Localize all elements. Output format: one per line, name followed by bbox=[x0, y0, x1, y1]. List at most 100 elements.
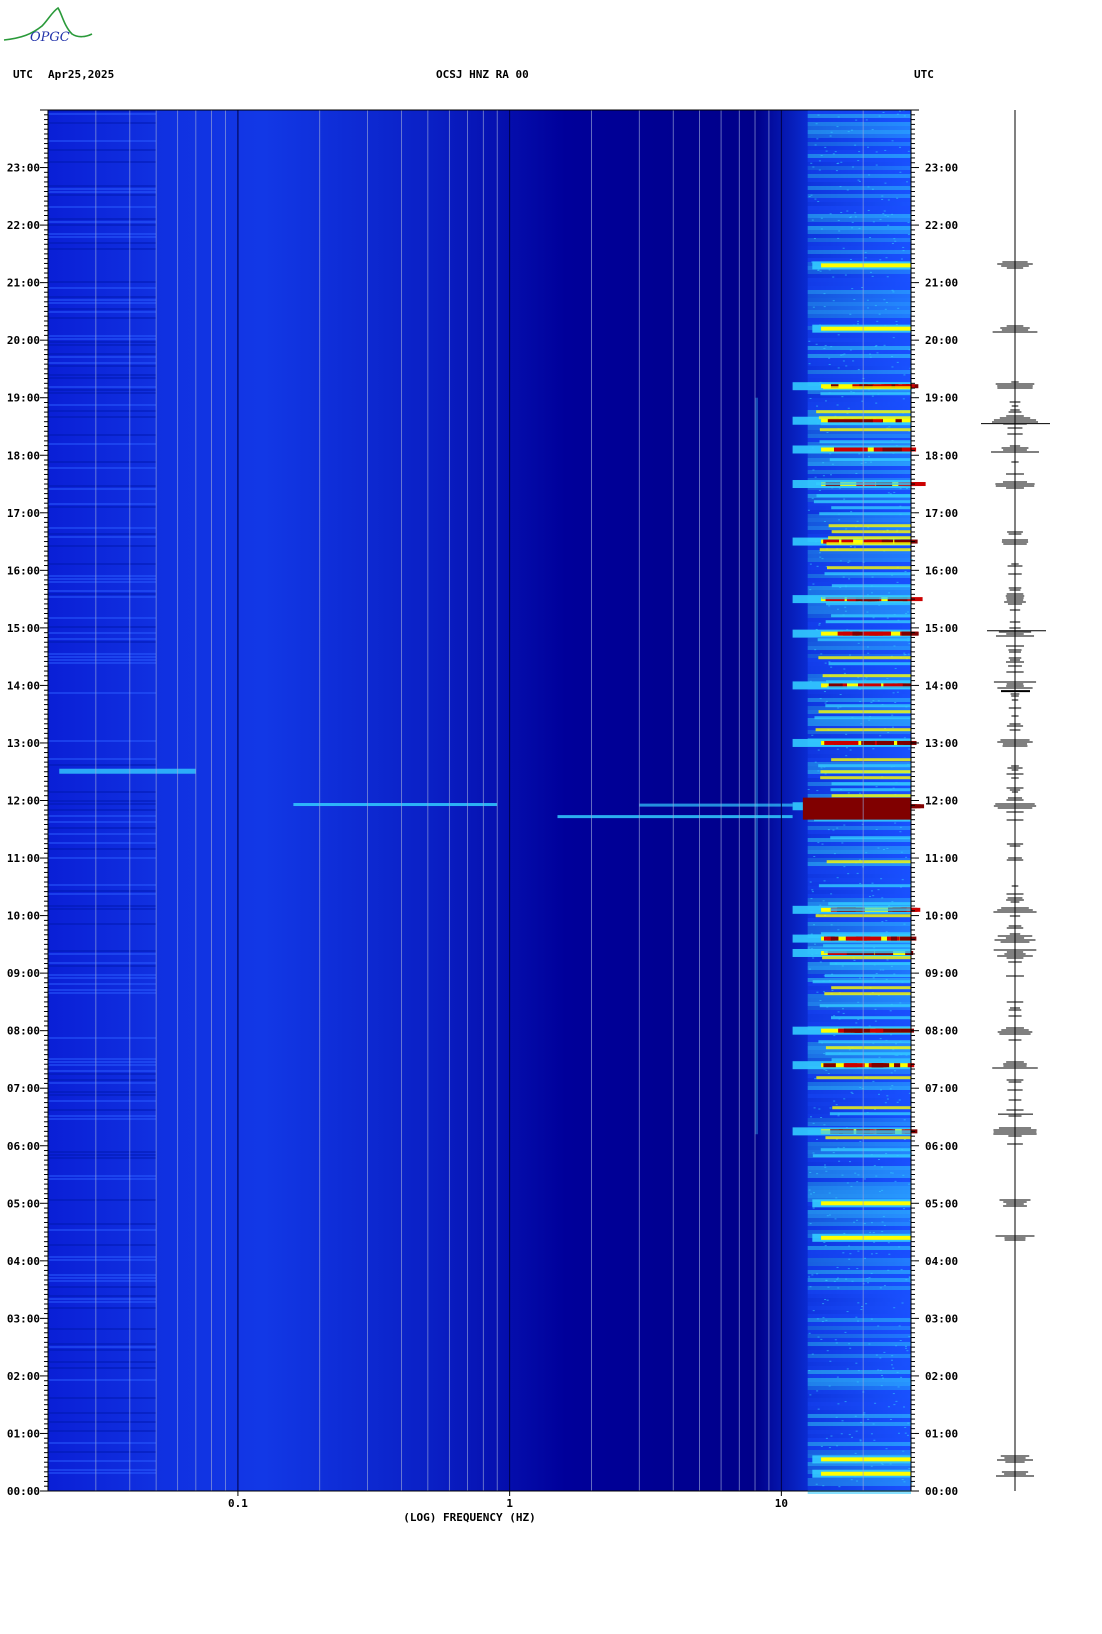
spectrogram-hf-speckle bbox=[896, 691, 899, 693]
spectrogram-texture-row bbox=[48, 1379, 157, 1381]
event-band-peak bbox=[828, 683, 843, 688]
spectrogram-hf-speckle bbox=[826, 1215, 829, 1217]
spectrogram-texture-row bbox=[48, 1328, 157, 1330]
spectrogram-hf-speckle bbox=[823, 347, 826, 349]
spectrogram-hf-row bbox=[807, 110, 911, 114]
event-band-peak bbox=[845, 936, 858, 941]
spectrogram-hf-speckle bbox=[894, 1180, 897, 1182]
spectrogram-texture-row bbox=[48, 842, 157, 844]
spectrogram-hf-speckle bbox=[867, 210, 870, 212]
spectrogram-hf-speckle bbox=[872, 1423, 875, 1425]
spectrogram-hf-row bbox=[807, 886, 911, 890]
spectrogram-hf-speckle bbox=[819, 556, 822, 558]
spectrogram-texture-row bbox=[48, 1298, 157, 1300]
spectrogram-texture-row bbox=[48, 1442, 157, 1444]
spectrogram-texture-row bbox=[48, 1346, 157, 1348]
spectrogram-hf-speckle bbox=[829, 453, 832, 455]
spectrogram-texture-row bbox=[48, 1223, 157, 1225]
spectrogram-hf-row bbox=[807, 1290, 911, 1294]
spectrogram-hf-speckle bbox=[824, 1164, 827, 1166]
spectrogram-hf-speckle bbox=[846, 189, 849, 191]
spectrogram-hf-speckle bbox=[832, 829, 835, 831]
broadband-event-line bbox=[293, 803, 498, 807]
spectrogram-texture-row bbox=[48, 1421, 157, 1423]
spectrogram-hf-speckle bbox=[823, 691, 826, 693]
spectrogram-hf-speckle bbox=[820, 1338, 823, 1340]
spectrogram-texture-row bbox=[48, 311, 157, 313]
spectrogram-hf-row bbox=[807, 522, 911, 526]
spectrogram-hf-row bbox=[807, 1010, 911, 1014]
spectrogram-hf-row bbox=[807, 442, 911, 446]
spectrogram-hf-row bbox=[807, 234, 911, 238]
spectrogram-hf-speckle bbox=[889, 1010, 892, 1012]
spectrogram-hf-speckle bbox=[875, 1354, 878, 1356]
spectrogram-hf-row bbox=[807, 1410, 911, 1414]
activity-row bbox=[826, 542, 911, 546]
activity-row bbox=[828, 524, 911, 528]
spectrogram-hf-row bbox=[807, 1314, 911, 1318]
spectrogram-hf-speckle bbox=[896, 529, 899, 531]
spectrogram-hf-speckle bbox=[826, 1350, 829, 1352]
event-band-peak bbox=[839, 683, 848, 688]
spectrogram-hf-speckle bbox=[891, 213, 894, 215]
spectrogram-hf-speckle bbox=[845, 733, 848, 735]
spectrogram-hf-speckle bbox=[861, 400, 864, 402]
spectrogram-texture-row bbox=[48, 110, 157, 112]
spectrogram-hf-row bbox=[807, 1090, 911, 1094]
spectrogram-hf-speckle bbox=[910, 1101, 913, 1103]
spectrogram-hf-speckle bbox=[856, 1181, 859, 1183]
spectrogram-hf-speckle bbox=[844, 1401, 847, 1403]
spectrogram-hf-row bbox=[807, 882, 911, 886]
spectrogram-hf-speckle bbox=[883, 1224, 886, 1226]
spectrogram-texture-row bbox=[48, 506, 157, 508]
activity-row bbox=[817, 638, 911, 642]
spectrogram-hf-speckle bbox=[839, 586, 842, 588]
spectrogram-hf-row bbox=[807, 270, 911, 274]
spectrogram-hf-speckle bbox=[849, 749, 852, 751]
spectrogram-hf-speckle bbox=[895, 1043, 898, 1045]
spectrogram-hf-speckle bbox=[829, 1107, 832, 1109]
event-band-peak bbox=[909, 804, 925, 809]
spectrogram-hf-speckle bbox=[906, 181, 909, 183]
right-timezone-label: UTC bbox=[914, 68, 934, 81]
spectrogram-hf-speckle bbox=[851, 1436, 854, 1438]
spectrogram-hf-speckle bbox=[885, 931, 888, 933]
spectrogram-texture-row bbox=[48, 1151, 157, 1153]
y-tick-label-right: 18:00 bbox=[925, 449, 958, 462]
spectrogram-hf-row bbox=[807, 1050, 911, 1054]
event-band-peak bbox=[823, 936, 833, 941]
event-band-peak bbox=[829, 418, 838, 423]
spectrogram-hf-speckle bbox=[886, 427, 889, 429]
y-tick-label-right: 01:00 bbox=[925, 1427, 958, 1440]
spectrogram-hf-speckle bbox=[813, 924, 816, 926]
spectrogram-hf-speckle bbox=[888, 426, 891, 428]
spectrogram-hf-speckle bbox=[874, 305, 877, 307]
spectrogram-hf-speckle bbox=[825, 1437, 828, 1439]
spectrogram-hf-speckle bbox=[815, 123, 818, 125]
spectrogram-hf-speckle bbox=[879, 1038, 882, 1040]
spectrogram-hf-speckle bbox=[844, 606, 847, 608]
spectrogram-hf-speckle bbox=[862, 561, 865, 563]
event-band-core bbox=[821, 326, 911, 331]
spectrogram-texture-row bbox=[48, 653, 157, 655]
spectrogram-texture-row bbox=[48, 296, 157, 298]
event-band-peak bbox=[863, 936, 882, 941]
spectrogram-hf-row bbox=[807, 1110, 911, 1114]
spectrogram-hf-speckle bbox=[893, 238, 896, 240]
spectrogram-texture-row bbox=[48, 662, 157, 664]
spectrogram-hf-speckle bbox=[884, 1102, 887, 1104]
spectrogram-hf-speckle bbox=[886, 617, 889, 619]
spectrogram-texture-row bbox=[48, 1361, 157, 1363]
spectrogram-hf-speckle bbox=[848, 1049, 851, 1051]
spectrogram-hf-speckle bbox=[843, 672, 846, 674]
spectrogram-hf-speckle bbox=[825, 1279, 828, 1281]
spectrogram-hf-speckle bbox=[897, 1432, 900, 1434]
spectrogram-texture-row bbox=[48, 1229, 157, 1231]
spectrogram-texture-row bbox=[48, 1451, 157, 1453]
spectrogram-hf-speckle bbox=[817, 770, 820, 772]
spectrogram-hf-row bbox=[807, 766, 911, 770]
activity-row bbox=[823, 386, 911, 390]
spectrogram-hf-speckle bbox=[850, 511, 853, 513]
spectrogram-hf-row bbox=[807, 762, 911, 766]
spectrogram-hf-row bbox=[807, 462, 911, 466]
